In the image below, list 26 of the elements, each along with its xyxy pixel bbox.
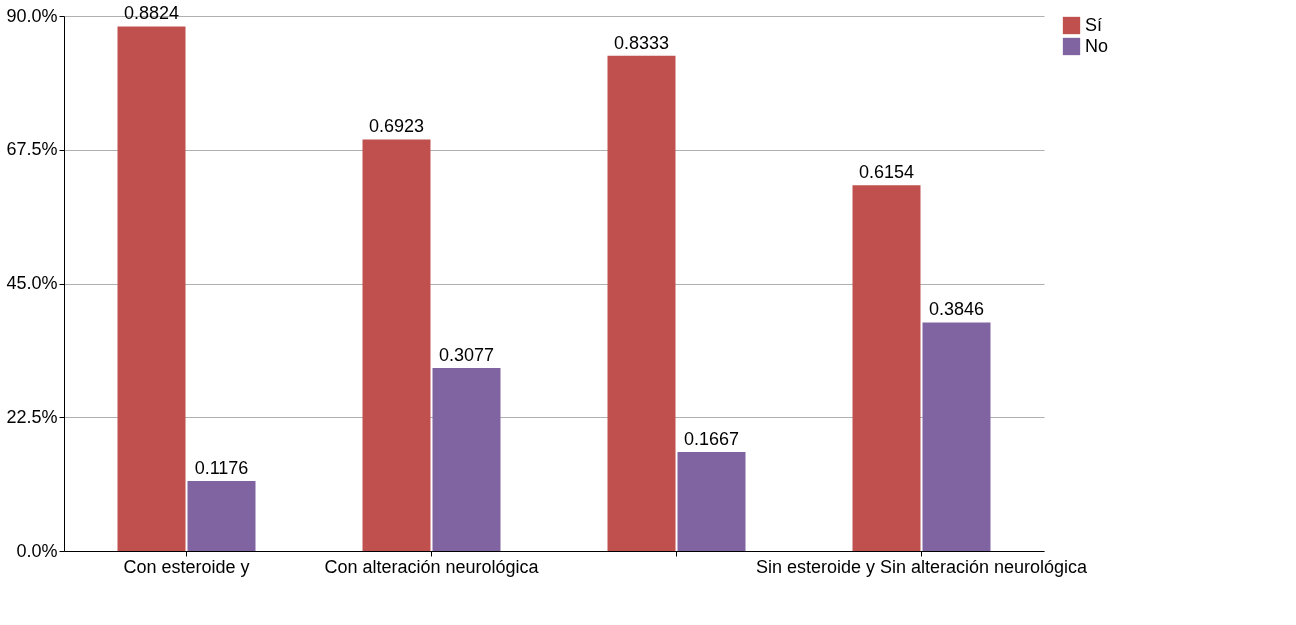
legend-label: No [1085,35,1109,56]
data-label: 0.3846 [928,299,985,320]
y-tick-label: 90.0% [6,5,58,26]
bar [432,368,501,551]
data-label: 0.6154 [858,162,915,183]
bar [362,139,431,551]
x-tick-label: Con alteración neurológica [324,556,540,577]
bar [677,451,746,551]
bar [607,55,676,551]
data-label: 0.8824 [123,3,180,24]
bar [187,481,256,551]
y-tick-label: 22.5% [6,406,58,427]
y-tick-label: 67.5% [6,139,58,160]
data-label: 0.3077 [438,345,495,366]
data-label: 0.8333 [613,32,670,53]
x-tick-label: Con esteroide y [123,556,250,577]
y-tick-label: 45.0% [6,273,58,293]
legend-label: Sí [1085,14,1103,35]
y-tick-label: 0.0% [16,540,58,561]
x-tick-label: Sin esteroide y Sin alteración neurológica [755,556,1089,577]
data-label: 0.6923 [368,116,425,137]
data-label: 0.1176 [194,458,249,479]
bar [922,322,991,551]
data-label: 0.1667 [683,428,740,449]
bar [852,185,921,551]
bar [117,26,186,551]
